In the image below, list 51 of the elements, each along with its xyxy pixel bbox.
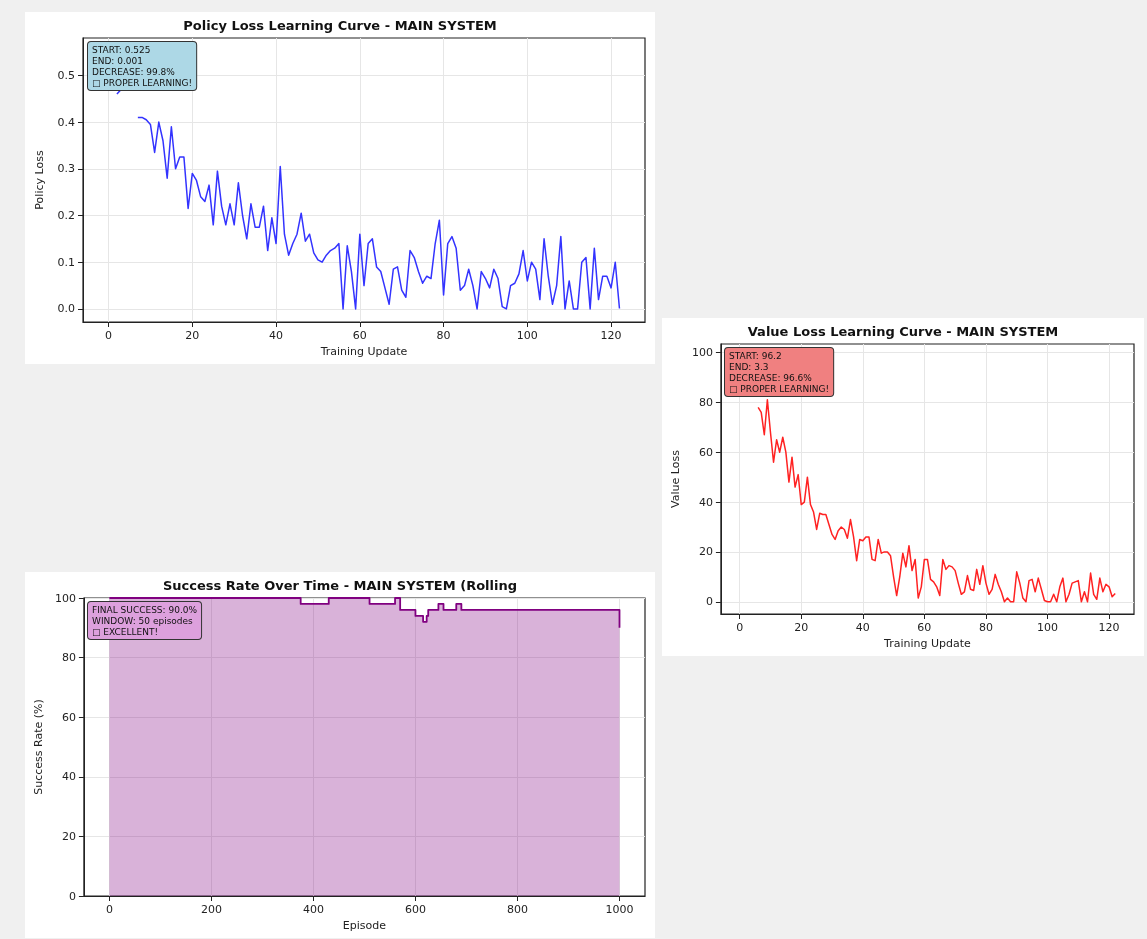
y-tick-label: 100 (691, 345, 713, 359)
x-tick-label: 600 (404, 903, 426, 916)
x-tick-label: 0 (105, 903, 113, 916)
y-tick-label: 0.3 (57, 162, 75, 176)
x-tick-label: 100 (1037, 621, 1058, 634)
x-tick-label: 20 (185, 329, 200, 342)
y-tick-label: 0.4 (57, 115, 75, 129)
x-tick-label: 100 (516, 329, 538, 342)
y-tick-label: 0.2 (57, 209, 75, 222)
annotation: START: 96.2 END: 3.3 DECREASE: 96.6% □ PROPER LEARNING! (729, 350, 830, 394)
x-tick-label: 40 (269, 329, 284, 342)
chart-title: Success Rate Over Time - MAIN SYSTEM (Rolling (162, 578, 518, 593)
y-tick-label: 60 (698, 445, 713, 459)
x-tick-label: 120 (600, 329, 622, 342)
y-tick-label: 40 (61, 770, 76, 784)
y-axis-title: Policy Loss (33, 150, 46, 210)
annotation: START: 0.525 END: 0.001 DECREASE: 99.8% □ PROPER LEARNING! (92, 44, 193, 88)
x-tick-label: 1000 (605, 903, 634, 916)
chart-title: Policy Loss Learning Curve - MAIN SYSTEM (183, 18, 497, 33)
y-tick-label: 0.1 (57, 255, 75, 269)
x-tick-label: 80 (978, 621, 993, 634)
y-tick-label: 0 (705, 595, 713, 609)
y-tick-label: 100 (54, 591, 76, 605)
x-tick-label: 800 (506, 903, 528, 916)
chart-title: Value Loss Learning Curve - MAIN SYSTEM (747, 324, 1059, 339)
y-axis-title: Success Rate (%) (32, 699, 45, 795)
x-tick-label: 20 (794, 621, 809, 634)
x-axis-title: Training Update (319, 344, 408, 358)
x-tick-label: 60 (352, 329, 367, 342)
y-tick-label: 60 (61, 710, 76, 724)
x-tick-label: 60 (917, 621, 932, 634)
x-tick-label: 120 (1098, 621, 1120, 634)
x-axis-title: Episode (342, 918, 387, 932)
line-series (757, 399, 1116, 603)
x-tick-label: 400 (302, 903, 324, 916)
y-tick-label: 80 (61, 651, 76, 665)
x-tick-label: 200 (200, 903, 222, 916)
x-tick-label: 40 (855, 621, 870, 634)
y-axis-title: Value Loss (669, 449, 682, 508)
x-axis-title: Training Update (883, 636, 972, 650)
y-tick-label: 0 (68, 889, 76, 903)
y-tick-label: 20 (61, 829, 76, 843)
y-tick-label: 20 (698, 545, 713, 559)
annotation: FINAL SUCCESS: 90.0% WINDOW: 50 episodes □ EXCELLENT! (92, 604, 198, 637)
y-tick-label: 0.0 (57, 302, 75, 316)
x-tick-label: 0 (105, 329, 113, 342)
y-tick-label: 80 (698, 395, 713, 409)
y-tick-label: 40 (698, 495, 713, 509)
x-tick-label: 0 (736, 621, 744, 634)
y-tick-label: 0.5 (57, 68, 75, 82)
x-tick-label: 80 (436, 329, 451, 342)
